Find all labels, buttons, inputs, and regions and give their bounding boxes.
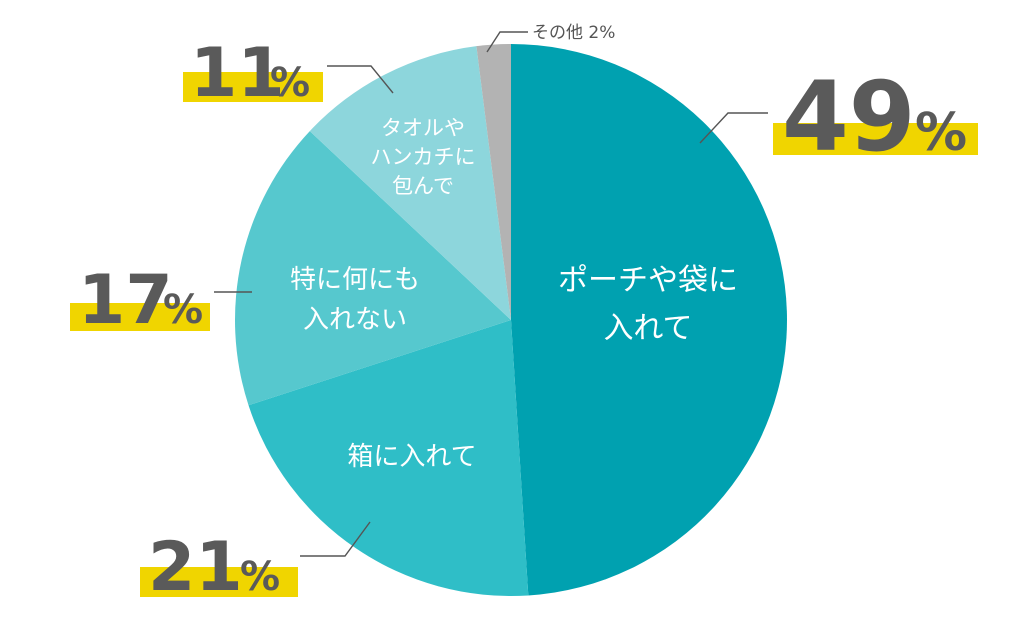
- pie-slice-3: [309, 46, 511, 321]
- leader-line-3: [327, 65, 394, 94]
- pie-slice-4: [476, 44, 511, 320]
- slice-label-line: 入れない: [303, 305, 407, 335]
- pie-slice-2: [235, 131, 512, 406]
- pie-slice-1: [248, 320, 529, 597]
- slice-label-line: ポーチや袋に: [558, 263, 738, 298]
- pie-slices: [235, 44, 788, 597]
- slice-label-line: 特に何にも: [290, 265, 420, 295]
- percent-sign-3: %: [270, 60, 310, 106]
- slice-label-1: 箱に入れて: [347, 442, 476, 472]
- slice-label-line: ハンカチに: [371, 145, 476, 169]
- slice-label-line: 包んで: [392, 174, 454, 198]
- pie-slice-0: [511, 44, 788, 596]
- percent-highlight-0: [773, 123, 978, 155]
- percent-value-0: 49: [782, 61, 916, 173]
- slice-label-0: ポーチや袋に入れて: [558, 263, 738, 346]
- percent-value-2: 17: [78, 261, 173, 340]
- percent-highlight-1: [140, 567, 298, 597]
- slice-label-3: タオルやハンカチに包んで: [371, 116, 476, 198]
- percent-highlight-3: [183, 72, 323, 102]
- slice-label-4: その他 2%: [532, 23, 615, 43]
- leader-line-1: [300, 521, 371, 557]
- percent-highlight-2: [70, 303, 210, 331]
- percent-sign-1: %: [240, 554, 280, 600]
- slice-label-line: 入れて: [603, 311, 692, 346]
- percent-sign-0: %: [915, 103, 967, 163]
- percent-callouts: 49 %21%17%11%その他 2%: [70, 23, 978, 607]
- percent-sign-2: %: [163, 287, 203, 333]
- percent-value-1: 21: [148, 528, 243, 607]
- slice-label-2: 特に何にも入れない: [290, 265, 420, 335]
- leader-line-4: [486, 31, 528, 53]
- slice-label-line: 箱に入れて: [347, 442, 476, 472]
- percent-value-3: 11: [190, 34, 285, 113]
- leader-line-0: [699, 112, 768, 144]
- slice-label-line: タオルや: [381, 116, 465, 140]
